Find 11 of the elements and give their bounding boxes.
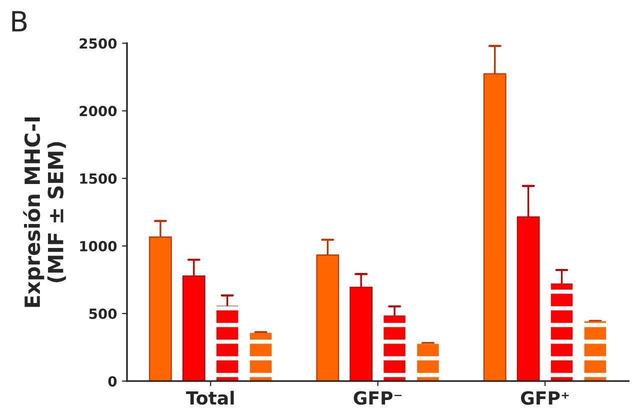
x-tick-label: GFP⁺ xyxy=(520,391,569,405)
y-tick-label: 2500 xyxy=(80,38,117,49)
y-tick-label: 0 xyxy=(108,376,117,387)
y-axis-title: Expresión MHC-I (MIF ± SEM) xyxy=(23,117,66,307)
y-tick-label: 500 xyxy=(89,308,117,320)
y-tick-label: 2000 xyxy=(80,106,117,116)
x-tick-label: GFP⁻ xyxy=(354,391,402,405)
x-tick-label: Total xyxy=(186,390,234,405)
y-tick-label: 1000 xyxy=(80,240,117,252)
y-tick-label: 1500 xyxy=(80,173,117,184)
text: B xyxy=(12,11,27,32)
